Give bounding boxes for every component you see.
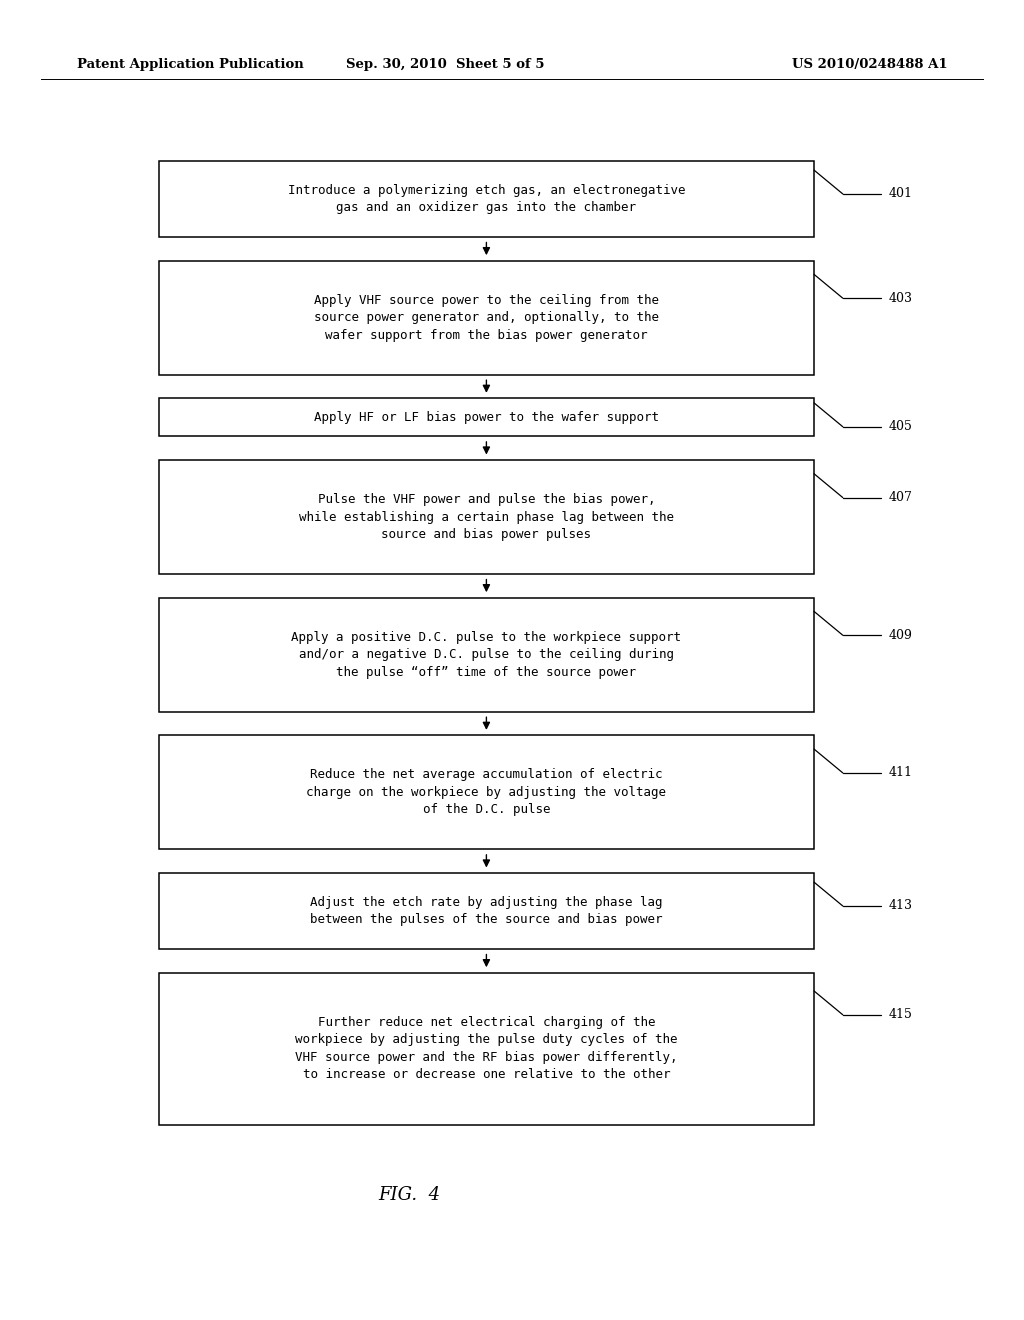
- Bar: [159, 261, 814, 375]
- Text: Sep. 30, 2010  Sheet 5 of 5: Sep. 30, 2010 Sheet 5 of 5: [346, 58, 545, 71]
- Text: Pulse the VHF power and pulse the bias power,
while establishing a certain phase: Pulse the VHF power and pulse the bias p…: [299, 494, 674, 541]
- Text: 403: 403: [889, 292, 912, 305]
- Bar: [159, 873, 814, 949]
- Text: 413: 413: [889, 899, 912, 912]
- Text: 415: 415: [889, 1008, 912, 1022]
- Bar: [159, 973, 814, 1125]
- Text: Reduce the net average accumulation of electric
charge on the workpiece by adjus: Reduce the net average accumulation of e…: [306, 768, 667, 816]
- Text: US 2010/0248488 A1: US 2010/0248488 A1: [792, 58, 947, 71]
- Text: 407: 407: [889, 491, 912, 504]
- Text: FIG.  4: FIG. 4: [379, 1185, 440, 1204]
- Text: Patent Application Publication: Patent Application Publication: [77, 58, 303, 71]
- Bar: [159, 735, 814, 849]
- Text: Apply HF or LF bias power to the wafer support: Apply HF or LF bias power to the wafer s…: [314, 411, 658, 424]
- Bar: [159, 461, 814, 574]
- Text: Adjust the etch rate by adjusting the phase lag
between the pulses of the source: Adjust the etch rate by adjusting the ph…: [310, 896, 663, 927]
- Bar: [159, 598, 814, 711]
- Text: Apply VHF source power to the ceiling from the
source power generator and, optio: Apply VHF source power to the ceiling fr…: [314, 293, 658, 342]
- Text: Further reduce net electrical charging of the
workpiece by adjusting the pulse d: Further reduce net electrical charging o…: [295, 1016, 678, 1081]
- Text: 411: 411: [889, 767, 912, 779]
- Bar: [159, 161, 814, 238]
- Text: 405: 405: [889, 420, 912, 433]
- Text: Apply a positive D.C. pulse to the workpiece support
and/or a negative D.C. puls: Apply a positive D.C. pulse to the workp…: [292, 631, 681, 678]
- Text: Introduce a polymerizing etch gas, an electronegative
gas and an oxidizer gas in: Introduce a polymerizing etch gas, an el…: [288, 183, 685, 214]
- Bar: [159, 399, 814, 437]
- Text: 401: 401: [889, 187, 912, 201]
- Text: 409: 409: [889, 628, 912, 642]
